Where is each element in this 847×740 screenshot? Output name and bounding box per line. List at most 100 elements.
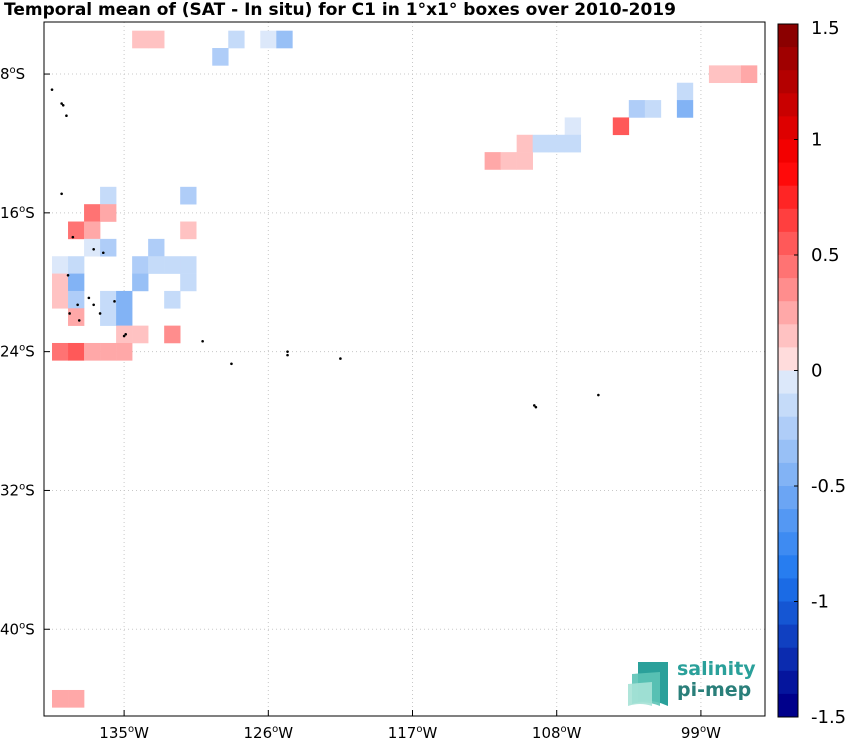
data-box xyxy=(100,186,117,205)
map-background xyxy=(44,22,765,716)
data-box xyxy=(148,238,165,257)
data-box xyxy=(100,290,117,309)
data-box xyxy=(100,204,117,222)
colorbar-segment xyxy=(778,555,798,579)
data-box xyxy=(132,273,149,292)
lon-tick-label: 126oW xyxy=(244,724,294,740)
data-box xyxy=(276,30,293,49)
island-dot xyxy=(65,114,68,117)
colorbar-tick-label: -1.5 xyxy=(811,707,846,728)
island-dot xyxy=(76,303,79,307)
colorbar-segment xyxy=(778,509,798,533)
island-dot xyxy=(339,357,342,360)
data-box xyxy=(84,204,101,222)
colorbar-segment xyxy=(778,624,798,649)
data-box xyxy=(164,290,181,309)
lat-tick-label: 8oS xyxy=(0,65,25,83)
colorbar-segment xyxy=(778,70,798,94)
island-dot xyxy=(98,312,102,315)
longitude-ticks: 135oW 126oW 117oW 108oW 99oW xyxy=(99,710,721,740)
colorbar-segment xyxy=(778,693,798,718)
salinity-pi-mep-logo: salinity pi-mep xyxy=(625,658,756,708)
colorbar-segment xyxy=(778,139,798,164)
data-box xyxy=(164,256,181,274)
data-box xyxy=(68,290,85,309)
island-dot xyxy=(71,235,75,239)
island-dot xyxy=(61,103,65,107)
lat-tick-label: 32oS xyxy=(0,481,35,499)
data-box xyxy=(84,342,101,361)
islands xyxy=(50,88,600,409)
data-box xyxy=(260,30,277,49)
data-box xyxy=(52,256,69,274)
colorbar-segment xyxy=(778,647,798,672)
colorbar-segment xyxy=(778,255,798,279)
colorbar-segment xyxy=(778,278,798,302)
data-box xyxy=(52,342,69,361)
colorbar-tick-label: 0.5 xyxy=(811,245,840,266)
lon-tick-label: 135oW xyxy=(99,724,149,740)
island-dot xyxy=(68,312,71,315)
island-dot xyxy=(534,405,538,409)
colorbar-segment xyxy=(778,208,798,233)
gridlines xyxy=(44,22,765,716)
lon-tick-label: 99oW xyxy=(681,724,721,740)
island-dot xyxy=(87,296,91,300)
lat-tick-label: 16oS xyxy=(0,204,35,222)
data-box xyxy=(564,117,582,136)
data-box xyxy=(628,100,646,118)
data-box xyxy=(676,82,694,101)
colorbar-segment xyxy=(778,162,798,187)
map-title: Temporal mean of (SAT - In situ) for C1 … xyxy=(4,0,676,20)
lon-tick-label: 108oW xyxy=(532,724,582,740)
data-box xyxy=(212,48,229,66)
data-box xyxy=(68,256,85,274)
data-box xyxy=(228,30,245,49)
data-box xyxy=(564,134,582,153)
colorbar-segment xyxy=(778,324,798,348)
data-box xyxy=(180,256,197,274)
data-box xyxy=(68,308,85,326)
data-box xyxy=(500,152,517,170)
data-box xyxy=(116,342,133,361)
island-dot xyxy=(230,362,233,366)
data-box xyxy=(52,273,69,292)
island-dot xyxy=(201,339,204,343)
data-box xyxy=(132,30,149,49)
data-boxes xyxy=(52,30,758,708)
colorbar-segment xyxy=(778,439,798,464)
logo-mark xyxy=(628,662,668,706)
colorbar-segment xyxy=(778,347,798,371)
data-box xyxy=(516,134,533,153)
data-box xyxy=(180,186,197,205)
colorbar-segment xyxy=(778,416,798,441)
data-box xyxy=(724,65,742,84)
colorbar-segment xyxy=(778,486,798,510)
data-box xyxy=(100,238,117,257)
colorbar-ticks: -1.5 -1 -0.5 0 0.5 1 1.5 xyxy=(794,18,846,728)
logo-line1: salinity xyxy=(677,658,756,680)
colorbar-segment xyxy=(778,185,798,210)
colorbar-segment xyxy=(778,670,798,695)
data-box xyxy=(148,30,165,49)
data-box xyxy=(516,152,533,170)
colorbar-tick-label: 0 xyxy=(811,361,822,382)
lat-tick-label: 40oS xyxy=(0,620,35,638)
data-box xyxy=(84,221,101,240)
data-box xyxy=(164,325,181,344)
colorbar-segment xyxy=(778,24,798,48)
data-box xyxy=(484,152,501,170)
data-box xyxy=(740,65,758,84)
colorbar-segment xyxy=(778,301,798,325)
data-box xyxy=(52,290,69,309)
island-dot xyxy=(92,247,95,251)
island-dot xyxy=(124,333,128,336)
island-dot xyxy=(66,274,70,277)
colorbar-segment xyxy=(778,578,798,602)
data-box xyxy=(148,256,165,274)
colorbar-segment xyxy=(778,116,798,140)
data-box xyxy=(548,134,566,153)
data-box xyxy=(116,308,133,326)
data-box xyxy=(708,65,726,84)
island-dot xyxy=(286,350,289,353)
